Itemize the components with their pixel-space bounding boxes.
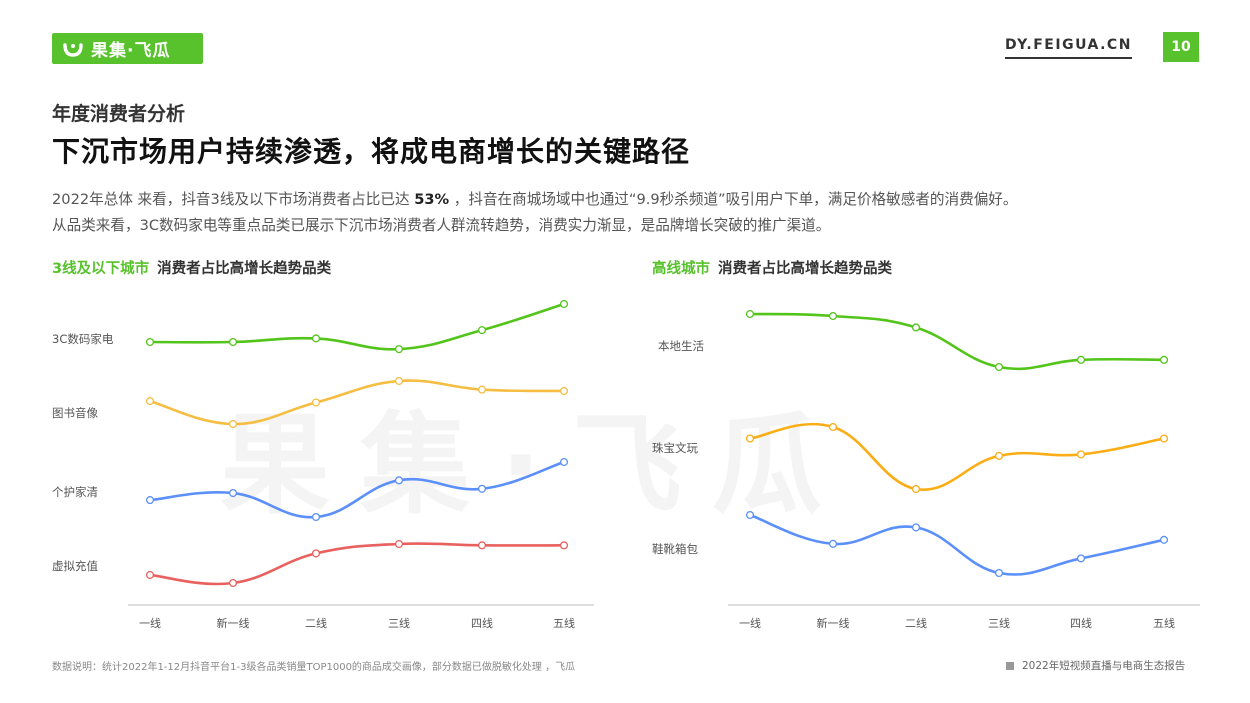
chart-1-data-point [559,541,569,550]
description-text: ，抖音在商城场域中也通过“9.9秒杀频道”吸引用户下单，满足价格敏感者的消费偏好… [449,191,1018,208]
chart-1-data-point [145,496,155,505]
chart-1-data-point [559,299,569,309]
chart-1-x-tick-label: 三线 [388,616,410,630]
chart-2-data-point [911,323,921,332]
chart-2-x-tick-label: 一线 [739,616,761,630]
chart-1-x-tick-label: 二线 [305,616,327,630]
chart-1-data-point [145,397,155,406]
description-line-1: 2022年总体 来看，抖音3线及以下市场消费者占比已达 53% ，抖音在商城场域… [52,187,1212,213]
chart-1-series-line [148,542,566,586]
chart-1-data-point [394,476,404,485]
chart-2-series-label: 珠宝文玩 [652,441,698,455]
chart-2-data-point [1076,355,1086,364]
chart-1-data-point [477,385,487,394]
page-title: 下沉市场用户持续渗透，将成电商增长的关键路径 [52,135,691,168]
chart-2-data-point [994,568,1004,578]
square-bullet-icon [1006,661,1014,670]
chart-1-data-point [394,345,404,354]
chart-2-x-tick-label: 新一线 [817,616,850,630]
chart-1-data-point [477,484,487,493]
chart-2-data-point [1076,554,1086,563]
chart-2-x-tick-label: 三线 [988,616,1010,630]
chart-2-x-tick-label: 四线 [1070,616,1092,630]
chart-1-data-point [228,488,238,498]
chart-2-x-tick-label: 五线 [1153,616,1175,630]
logo-icon [63,42,83,57]
chart-2-series-line [748,422,1166,491]
chart-1-series-label: 个护家清 [52,485,98,499]
chart-1-data-point [477,541,487,550]
chart-1-x-tick-label: 新一线 [217,616,250,630]
page-number-badge: 10 [1163,32,1199,62]
chart-1-data-point [311,512,321,522]
chart-2-data-point [994,451,1004,460]
logo-text: 果集·飞瓜 [91,41,171,61]
chart-2-data-point [1076,450,1086,459]
chart-1-series-line [148,460,566,519]
chart-1-data-point [311,549,321,558]
chart-2-series-label: 鞋靴箱包 [652,542,698,556]
chart-1-data-point [477,326,487,335]
chart-1-data-point [559,386,569,396]
footnote: 数据说明：统计2022年1-12月抖音平台1-3级各品类销量TOP1000的商品… [52,662,576,673]
chart-2-data-point [1159,434,1169,443]
report-name: 2022年短视频直播与电商生态报告 [1006,658,1185,673]
chart-2-data-point [1159,535,1169,544]
chart-1-data-point [311,334,321,343]
chart-2-series-line [748,312,1166,371]
chart-2-data-point [828,539,838,548]
chart-1-data-point [394,539,404,549]
chart-2-data-point [1159,355,1169,364]
description: 2022年总体 来看，抖音3线及以下市场消费者占比已达 53% ，抖音在商城场域… [52,187,1212,239]
chart-1-series-label: 虚拟充值 [52,559,98,573]
site-url-link[interactable]: DY.FEIGUA.CN [1005,37,1132,59]
chart-2-x-tick-label: 二线 [905,616,927,630]
watermark: 果集·飞瓜 [220,375,852,535]
chart-2-title: 高线城市 消费者占比高增长趋势品类 [652,257,892,278]
chart-1-x-tick-label: 一线 [139,616,161,630]
chart-1-data-point [228,419,238,429]
chart-2-data-point [911,484,921,494]
description-text: 2022年总体 来看，抖音3线及以下市场消费者占比已达 [52,191,415,208]
chart-1-data-point [228,578,238,588]
chart-1-data-point [145,570,155,579]
chart-2-title-highlight: 高线城市 [652,261,710,277]
chart-1-title: 3线及以下城市 消费者占比高增长趋势品类 [52,257,331,278]
chart-2-data-point [994,362,1004,372]
chart-1-data-point [394,376,404,386]
chart-1-series-line [148,379,566,426]
chart-2-data-point [745,434,755,443]
chart-2-data-point [828,311,838,321]
chart-1-x-tick-label: 五线 [553,616,575,630]
chart-2-series-line [748,513,1166,576]
chart-1-data-point [559,457,569,467]
chart-1-series-label: 3C数码家电 [52,332,114,346]
chart-2-series-label: 本地生活 [658,339,704,353]
section-title: 年度消费者分析 [52,103,186,125]
chart-1-series-label: 图书音像 [52,406,98,420]
report-name-text: 2022年短视频直播与电商生态报告 [1022,660,1186,672]
chart-2-data-point [911,523,921,532]
chart-1-data-point [228,337,238,347]
chart-1-data-point [145,337,155,347]
chart-1-title-highlight: 3线及以下城市 [52,261,150,277]
chart-1-series-line [148,302,566,351]
chart-2-data-point [745,309,755,319]
chart-2-title-text: 消费者占比高增长趋势品类 [718,261,892,277]
chart-1-x-tick-label: 四线 [471,616,493,630]
description-line-2: 从品类来看，3C数码家电等重点品类已展示下沉市场消费者人群流转趋势，消费实力渐显… [52,217,831,234]
chart-2-data-point [828,422,838,432]
penetration-highlight: 53% [414,191,450,208]
chart-1-title-text: 消费者占比高增长趋势品类 [157,261,332,277]
chart-1-data-point [311,398,321,407]
brand-logo[interactable]: 果集·飞瓜 [52,33,203,64]
chart-2-data-point [745,510,755,520]
